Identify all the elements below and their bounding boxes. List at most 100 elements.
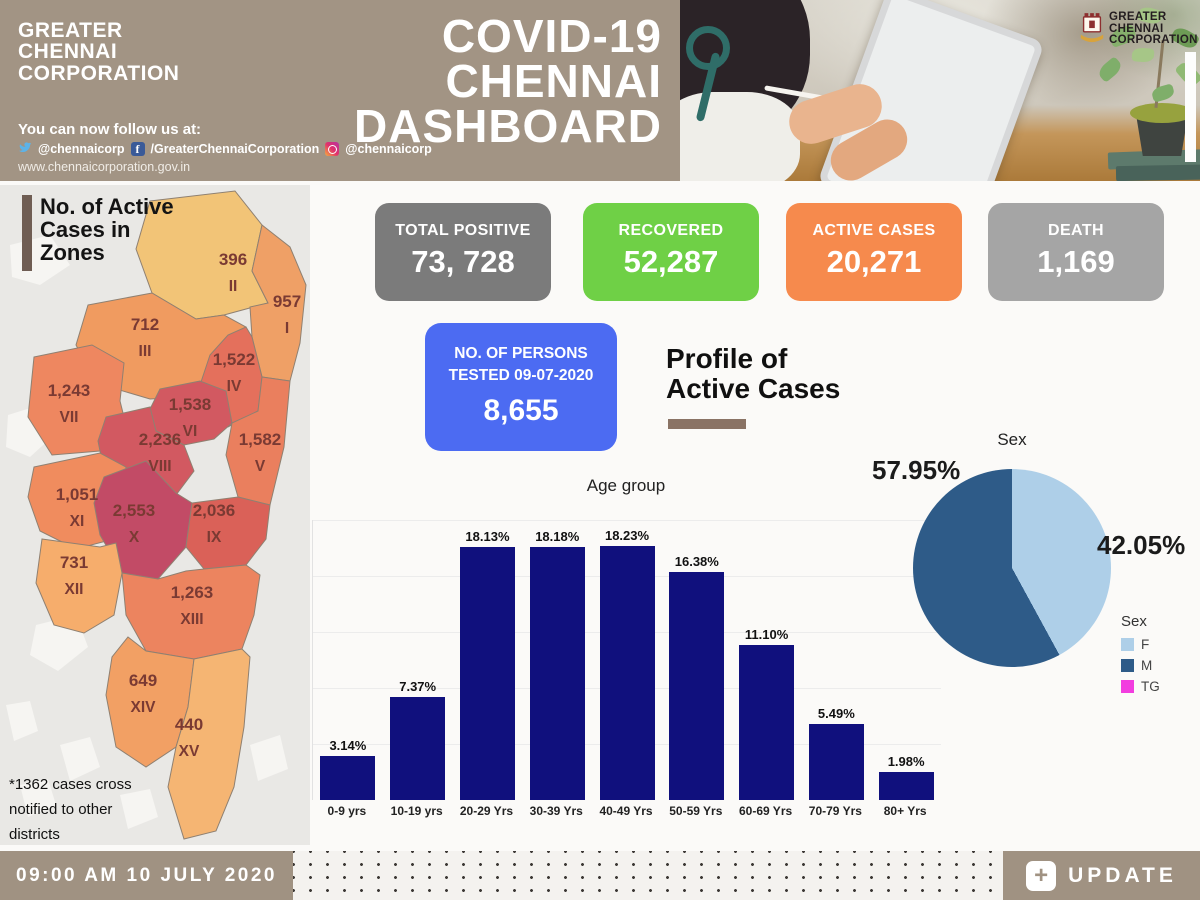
bar-value-label: 16.38% (674, 554, 719, 569)
bar-group: 11.10% (732, 520, 802, 800)
stat-card-death: DEATH 1,169 (988, 203, 1164, 301)
bar-group: 7.37% (383, 520, 453, 800)
stethoscope-icon (686, 26, 730, 70)
bar-category-label: 30-39 Yrs (529, 804, 583, 818)
zone-numeral-label: IX (207, 529, 222, 546)
map-footnote: *1362 cases cross notified to other dist… (9, 776, 132, 843)
facebook-handle[interactable]: /GreaterChennaiCorporation (150, 142, 320, 156)
legend-item: TG (1121, 676, 1160, 697)
bar-group: 18.18% (522, 520, 592, 800)
title-line: DASHBOARD (354, 100, 662, 153)
profile-section-title: Profile of Active Cases (666, 343, 841, 405)
map-zone-XIII (121, 564, 261, 660)
bar-group: 16.38% (662, 520, 732, 800)
crest-logo-text: GREATER CHENNAI CORPORATION (1109, 11, 1198, 46)
zones-map-panel: 396 II 957 I 712 III 1,522 IV 1,243 VII 1,538 VI 2,2… (0, 185, 310, 845)
map-zone-XIV (105, 636, 195, 768)
zone-numeral-label: XI (70, 513, 85, 530)
persons-tested-card: NO. OF PERSONS TESTED 09-07-2020 8,655 (425, 323, 617, 451)
age-bar-chart: 3.14% 7.37% 18.13% 18.18% 18.23% 16.38% 11.10%… (312, 520, 941, 800)
profile-title-underline (668, 419, 746, 429)
bar (599, 546, 655, 800)
bar (739, 645, 795, 800)
bar-category-label: 60-69 Yrs (739, 804, 793, 818)
twitter-handle[interactable]: @chennaicorp (38, 142, 125, 156)
stat-value: 20,271 (826, 244, 922, 279)
zone-numeral-label: VI (183, 423, 198, 440)
bar-group: 18.23% (592, 520, 662, 800)
stat-label: TOTAL POSITIVE (395, 222, 531, 239)
zone-value-label: 1,243 (48, 381, 91, 400)
plus-icon: + (1026, 860, 1057, 891)
pie-callout-female: 42.05% (1097, 530, 1186, 560)
age-chart-title: Age group (586, 476, 666, 495)
stat-label: ACTIVE CASES (812, 222, 936, 239)
zone-numeral-label: III (139, 343, 152, 360)
zone-numeral-label: XV (179, 743, 200, 760)
legend-label: F (1141, 637, 1150, 652)
terrain-patch (250, 735, 288, 781)
zone-numeral-label: X (129, 529, 140, 546)
zone-numeral-label: IV (227, 378, 242, 395)
instagram-icon[interactable] (325, 142, 340, 156)
zone-value-label: 1,538 (169, 395, 212, 414)
legend-label: TG (1141, 679, 1160, 694)
zone-numeral-label: I (285, 320, 289, 337)
stat-card-total-positive: TOTAL POSITIVE 73, 728 (375, 203, 551, 301)
zone-value-label: 1,263 (171, 583, 214, 602)
zone-numeral-label: XIV (131, 699, 157, 716)
twitter-icon[interactable] (18, 141, 32, 157)
zone-numeral-label: V (255, 458, 266, 475)
website-url[interactable]: www.chennaicorporation.gov.in (18, 160, 191, 174)
bar (529, 547, 585, 800)
facebook-icon[interactable]: f (130, 142, 145, 156)
bar-category-label: 20-29 Yrs (459, 804, 514, 818)
terrain-patch (6, 701, 38, 741)
sex-chart-title: Sex (997, 430, 1027, 449)
map-zone-X (93, 460, 193, 580)
instagram-handle[interactable]: @chennaicorp (345, 142, 432, 156)
bar-category-label: 50-59 Yrs (669, 804, 723, 818)
stat-value: 73, 728 (411, 244, 515, 279)
bar-group: 1.98% (871, 520, 941, 800)
map-heading: No. of Active Cases in Zones (40, 194, 174, 265)
zone-value-label: 440 (175, 715, 203, 734)
zone-value-label: 731 (60, 553, 88, 572)
bar-value-label: 5.49% (817, 706, 855, 721)
bar-group: 3.14% (313, 520, 383, 800)
bar-category-label: 40-49 Yrs (599, 804, 653, 818)
social-links-row: @chennaicorp f /GreaterChennaiCorporatio… (18, 141, 432, 157)
tested-label: NO. OF PERSONS TESTED 09-07-2020 (448, 345, 594, 384)
bar-group: 5.49% (801, 520, 871, 800)
stat-label: RECOVERED (618, 222, 724, 239)
heading-accent-bar (22, 195, 32, 271)
bar-category-label: 70-79 Yrs (808, 804, 862, 818)
bar (808, 724, 864, 800)
choropleth-map: 396 II 957 I 712 III 1,522 IV 1,243 VII 1,538 VI2,2… (6, 190, 307, 840)
legend-title: Sex (1121, 613, 1147, 630)
bar (669, 572, 725, 800)
legend-item: M (1121, 655, 1160, 676)
bar (390, 697, 446, 800)
sex-pie-chart (913, 469, 1111, 667)
bar-value-label: 18.13% (465, 529, 510, 544)
sex-chart-legend: Sex F M TG (1121, 613, 1160, 697)
pie-callout-male: 57.95% (872, 455, 961, 485)
update-button[interactable]: + UPDATE (1026, 860, 1177, 891)
update-label: UPDATE (1068, 863, 1177, 887)
map-zone-XV (167, 648, 251, 840)
bar-value-label: 11.10% (744, 627, 789, 642)
map-zone-II (135, 190, 269, 320)
stat-card-recovered: RECOVERED 52,287 (583, 203, 759, 301)
bar-category-label: 10-19 yrs (390, 804, 443, 818)
map-zone-IX (185, 496, 271, 570)
bar-group: 18.13% (453, 520, 523, 800)
timestamp: 09:00 AM 10 JULY 2020 (16, 864, 277, 886)
legend-chip (1121, 638, 1134, 651)
terrain-patch (120, 789, 158, 829)
zone-numeral-label: II (229, 278, 238, 295)
bar (320, 756, 376, 800)
legend-label: M (1141, 658, 1153, 673)
zone-value-label: 712 (131, 315, 159, 334)
legend-chip (1121, 659, 1134, 672)
